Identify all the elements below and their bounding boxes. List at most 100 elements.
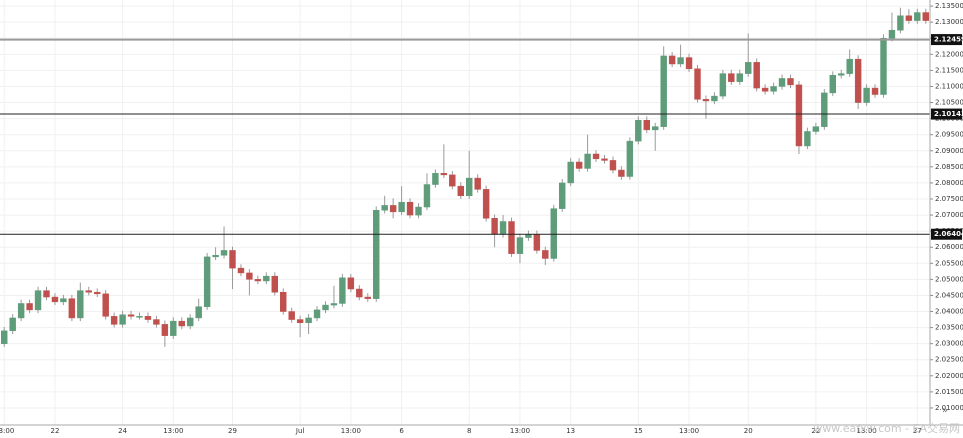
y-tick-label: 2.13500 [935,2,963,10]
candle-body [263,275,270,282]
candle-body [685,57,693,70]
scroll-button: » [942,405,948,416]
candle-body [719,73,727,97]
x-tick-label: 13 [566,427,575,435]
candle-body [254,279,262,282]
candle-body [330,303,338,306]
candle-body [17,303,25,319]
y-tick-label: 2.05000 [935,275,963,283]
candle-body [26,303,33,311]
candle-body [440,173,448,176]
candle-body [626,140,634,177]
level-label: 2.12459 [934,36,963,44]
candle-body [499,221,507,235]
candle-body [804,131,811,147]
candle-body [601,158,608,161]
candle-body [136,316,143,318]
y-tick-label: 2.05500 [935,259,963,267]
candle-body [542,250,549,259]
candle-body [829,74,836,94]
candle-body [144,316,152,320]
candle-body [880,38,887,95]
candle-body [854,58,862,103]
y-tick-label: 2.04500 [935,291,963,299]
candle-body [770,86,777,92]
candle-body [110,316,118,325]
candle-body [389,205,397,213]
level-label-box [931,34,962,46]
x-tick-label: 13:00 [163,427,183,435]
candle-body [77,290,84,319]
candle-body [491,218,498,235]
candle-body [795,84,803,147]
candle-body [288,311,295,320]
candle-body [660,55,667,127]
y-tick-label: 2.11000 [935,82,963,90]
candle-body [525,234,532,238]
price-axis-panel [930,0,963,425]
y-tick-label: 2.08500 [935,163,963,171]
candle-body [668,55,676,65]
y-tick-label: 2.13000 [935,18,963,26]
candle-body [821,92,828,127]
candle-body [187,317,194,327]
candle-body [457,185,464,197]
x-tick-label: 13:00 [679,427,699,435]
x-tick-label: 20 [744,427,753,435]
candle-body [178,320,185,327]
x-tick-label: 13:00 [341,427,361,435]
candle-body [449,174,456,187]
candle-body [846,58,853,74]
candle-body [60,298,67,303]
candle-body [652,126,659,131]
candle-body [339,277,346,304]
candle-body [34,290,42,311]
candle-body [559,182,566,209]
plot [0,0,930,425]
candle-body [905,15,913,21]
candle-body [466,177,473,197]
x-tick-label: 27 [913,427,922,435]
candle-body [922,12,929,21]
candle-body [51,296,59,303]
candle-body [305,317,312,324]
candle-body [170,320,177,336]
y-tick-label: 2.11500 [935,66,963,74]
candle-body [153,319,160,325]
candle-body [787,78,794,86]
candle-body [381,205,388,211]
candle-body [398,201,405,213]
candle-body [296,319,304,324]
candle-body [508,221,515,254]
y-tick-label: 2.09000 [935,147,963,155]
candle-body [322,304,329,311]
y-tick-label: 2.04000 [935,308,963,316]
candle-body [313,309,321,319]
candle-body [694,68,701,100]
level-label: 2.10142 [934,110,963,118]
y-tick-label: 2.10500 [935,99,963,107]
y-tick-label: 2.02000 [935,372,963,380]
y-tick-label: 2.07500 [935,195,963,203]
y-tick-label: 2.09500 [935,131,963,139]
candle-body [871,87,879,95]
candle-body [195,306,202,319]
level-label-box [931,228,962,240]
candle-body [677,57,684,65]
candle-body [474,177,481,190]
candle-body [373,209,380,299]
candle-body [127,314,135,317]
candle-body [838,73,845,76]
y-tick-label: 2.03000 [935,340,963,348]
candle-body [347,277,355,290]
candle-body [550,208,557,259]
x-tick-label: 22 [811,427,820,435]
x-tick-label: 13:00 [856,427,876,435]
y-tick-label: 2.06000 [935,243,963,251]
y-tick-label: 2.07000 [935,211,963,219]
candle-body [482,189,490,219]
candle-body [897,15,904,31]
candle-body [220,250,228,256]
candle-body [609,160,617,171]
candle-body [43,290,50,298]
